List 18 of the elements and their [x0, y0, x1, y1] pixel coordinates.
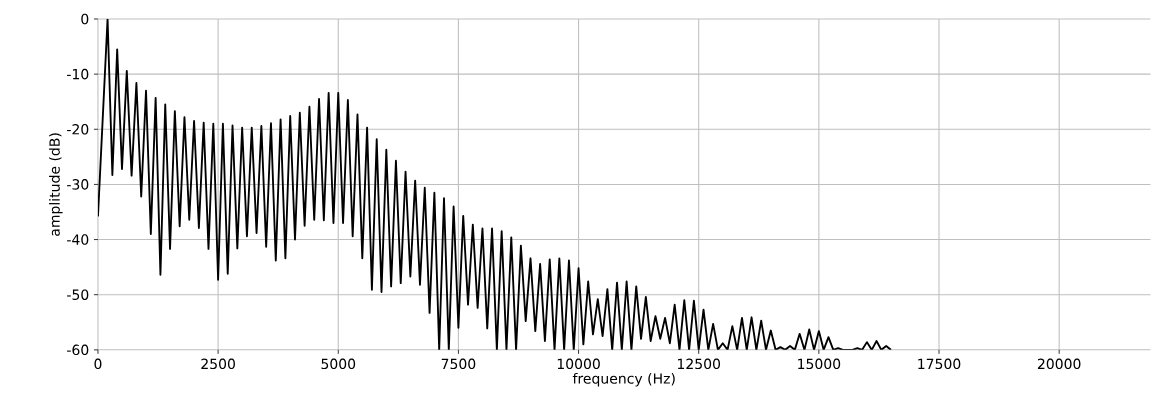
y-tick-label: -40: [67, 234, 89, 245]
x-tick-label: 5000: [321, 358, 356, 370]
x-tick-label: 15000: [798, 358, 841, 370]
x-tick-label: 20000: [1037, 358, 1081, 370]
y-axis-title: amplitude (dB): [49, 133, 63, 236]
x-tick-label: 0: [94, 358, 102, 370]
x-tick-label: 2500: [201, 358, 235, 370]
x-tick-label: 10000: [557, 358, 600, 370]
y-tick-label: -10: [67, 68, 89, 80]
y-tick-label: -60: [67, 344, 89, 356]
x-tick-label: 7500: [441, 358, 476, 370]
x-tick-label: 17500: [918, 358, 961, 370]
x-axis-title: frequency (Hz): [572, 373, 675, 387]
y-tick-label: -30: [67, 179, 89, 190]
y-tick-label: 0: [81, 13, 89, 25]
y-tick-label: -50: [67, 289, 89, 301]
y-tick-label: -20: [67, 124, 89, 135]
x-tick-label: 12500: [677, 358, 721, 370]
